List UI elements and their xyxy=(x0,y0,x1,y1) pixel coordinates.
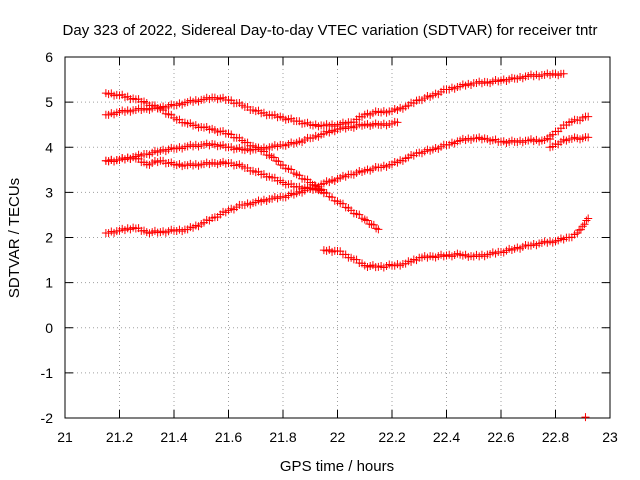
x-tick-label: 22 xyxy=(330,429,346,445)
y-tick-label: -1 xyxy=(41,365,54,381)
data-point xyxy=(578,222,587,231)
data-point xyxy=(559,69,568,78)
y-axis-label: SDTVAR / TECUs xyxy=(6,178,23,298)
x-tick-label: 21.4 xyxy=(160,429,187,445)
series-track-3 xyxy=(101,117,402,166)
y-tick-label: 0 xyxy=(45,320,53,336)
chart-title: Day 323 of 2022, Sidereal Day-to-day VTE… xyxy=(63,22,598,39)
y-tick-label: 3 xyxy=(45,184,53,200)
series-track-7 xyxy=(546,112,593,140)
axis-ticks xyxy=(64,56,611,419)
y-tick-labels: -2 -1 0 1 2 3 4 5 6 xyxy=(41,49,54,426)
series-outlier xyxy=(581,413,590,422)
data-point xyxy=(374,225,383,234)
data-point xyxy=(584,133,593,142)
x-tick-label: 22.8 xyxy=(542,429,569,445)
x-tick-labels: 21 21.2 21.4 21.6 21.8 22 22.2 22.4 22.6 22.8 23 xyxy=(57,429,618,445)
data-point xyxy=(576,225,585,234)
data-point xyxy=(584,112,593,121)
x-tick-label: 22.2 xyxy=(378,429,405,445)
data-point xyxy=(363,216,372,225)
series-track-1 xyxy=(101,69,568,131)
y-tick-label: -2 xyxy=(41,410,54,426)
x-tick-label: 22.6 xyxy=(487,429,514,445)
data-point xyxy=(581,413,590,422)
grid-lines xyxy=(65,57,610,418)
y-tick-label: 2 xyxy=(45,230,53,246)
x-tick-label: 21.6 xyxy=(215,429,242,445)
data-point xyxy=(274,157,283,166)
y-tick-label: 1 xyxy=(45,275,53,291)
x-tick-label: 21.8 xyxy=(269,429,296,445)
y-tick-label: 4 xyxy=(45,139,53,155)
y-tick-label: 6 xyxy=(45,49,53,65)
y-tick-label: 5 xyxy=(45,94,53,110)
data-point xyxy=(582,216,591,225)
data-point xyxy=(393,118,402,127)
x-tick-label: 21.2 xyxy=(106,429,133,445)
data-point xyxy=(319,189,328,198)
x-tick-label: 23 xyxy=(602,429,618,445)
x-tick-label: 22.4 xyxy=(433,429,460,445)
data-point xyxy=(584,214,593,223)
series-track-8 xyxy=(319,214,593,272)
data-point xyxy=(269,153,278,162)
data-points xyxy=(101,69,593,422)
series-track-5 xyxy=(101,133,555,238)
series-track-6 xyxy=(546,133,593,152)
x-tick-label: 21 xyxy=(57,429,73,445)
data-point xyxy=(580,220,589,229)
data-point xyxy=(369,220,378,229)
data-point xyxy=(372,224,381,233)
x-axis-label: GPS time / hours xyxy=(280,458,394,475)
